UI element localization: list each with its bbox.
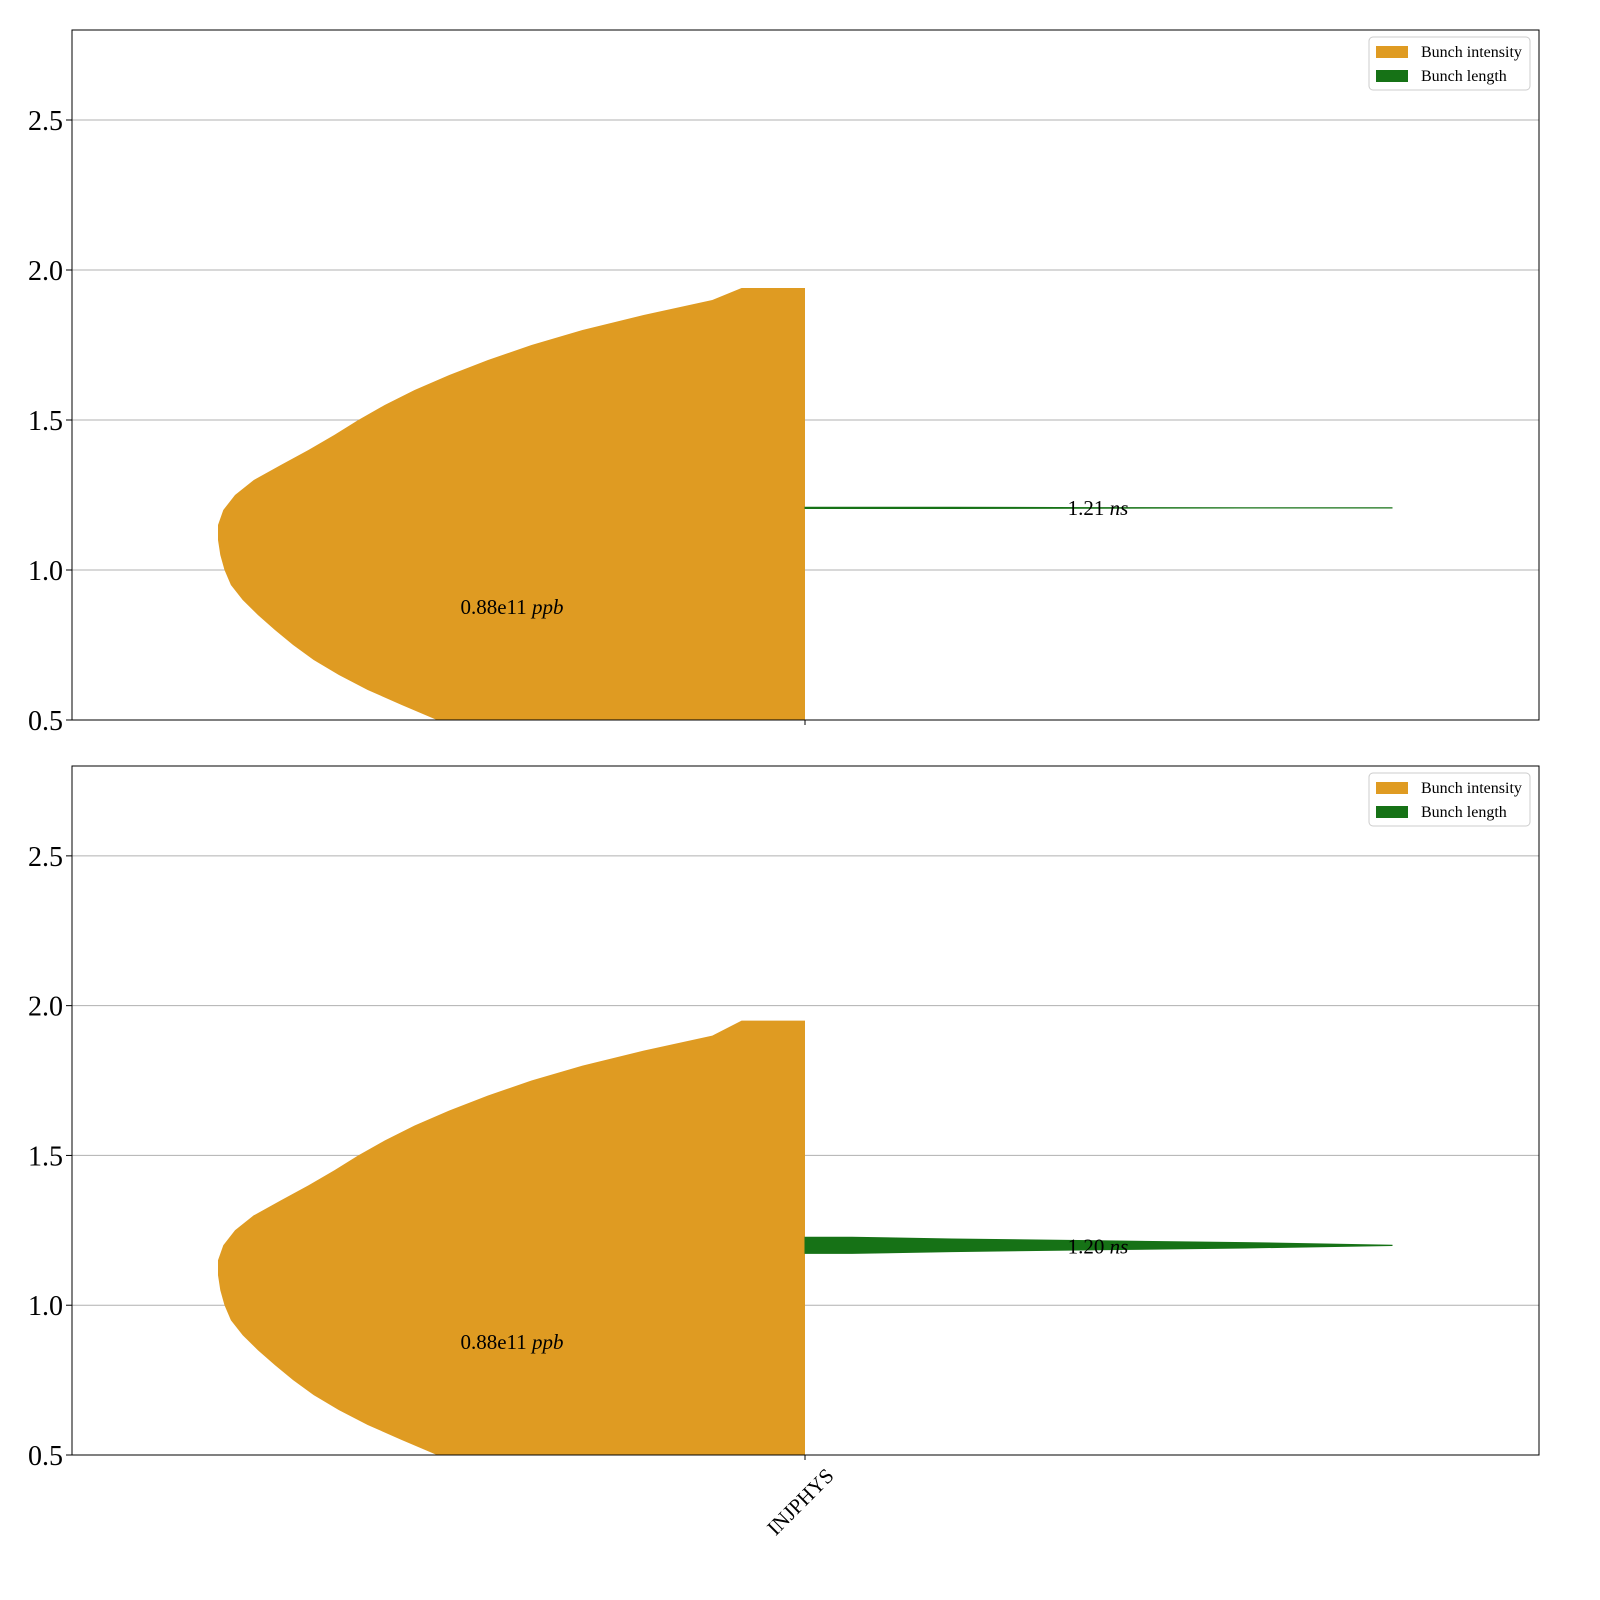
label-unit: ns	[1110, 1234, 1129, 1258]
plot-area	[218, 288, 1393, 720]
label-unit: ppb	[530, 1330, 564, 1354]
violin-bunch-length	[804, 1236, 1393, 1254]
legend-label: Bunch intensity	[1421, 44, 1522, 61]
legend-box	[1368, 772, 1531, 827]
legend-swatch	[1376, 806, 1408, 818]
y-tick-label: 2.5	[28, 106, 63, 137]
legend-label: Bunch intensity	[1421, 780, 1522, 797]
intensity-value-label: 0.88e11 ppb	[460, 1330, 563, 1354]
legend-swatch	[1376, 782, 1408, 794]
label-value: 1.21	[1068, 496, 1105, 520]
intensity-value-label: 0.88e11 ppb	[460, 595, 563, 619]
y-tick-label: 1.0	[28, 556, 63, 587]
legend-swatch	[1376, 46, 1408, 58]
chart-panel-1: 0.5 1.0 1.5 2.0 2.5 0.88e11 ppb 1.21 ns Bunch i…	[28, 29, 1540, 737]
y-tick-label: 1.5	[28, 1141, 63, 1172]
y-tick-label: 0.5	[28, 706, 63, 737]
label-value: 0.88e11	[460, 1330, 526, 1354]
y-tick-label: 2.5	[28, 842, 63, 873]
label-value: 0.88e11	[460, 595, 526, 619]
plot-area	[218, 1020, 1393, 1455]
violin-bunch-length	[804, 506, 1393, 509]
y-tick-label: 1.5	[28, 406, 63, 437]
y-tick-label: 1.0	[28, 1291, 63, 1322]
legend: Bunch intensity Bunch length	[1368, 772, 1531, 827]
legend-swatch	[1376, 70, 1408, 82]
violin-bunch-intensity	[218, 1020, 805, 1455]
chart-panel-2: 0.5 1.0 1.5 2.0 2.5 0.88e11 ppb 1.20 ns INJPHYS…	[28, 765, 1540, 1540]
label-unit: ns	[1110, 496, 1129, 520]
legend-box	[1368, 36, 1531, 91]
x-tick-label: INJPHYS	[762, 1464, 838, 1540]
legend: Bunch intensity Bunch length	[1368, 36, 1531, 91]
legend-label: Bunch length	[1421, 68, 1507, 85]
y-tick-label: 2.0	[28, 992, 63, 1023]
y-tick-label: 0.5	[28, 1441, 63, 1472]
violin-bunch-intensity	[218, 288, 805, 720]
label-value: 1.20	[1068, 1234, 1105, 1258]
length-value-label: 1.20 ns	[1068, 1234, 1129, 1258]
y-tick-label: 2.0	[28, 256, 63, 287]
length-value-label: 1.21 ns	[1068, 496, 1129, 520]
label-unit: ppb	[530, 595, 564, 619]
legend-label: Bunch length	[1421, 804, 1507, 821]
